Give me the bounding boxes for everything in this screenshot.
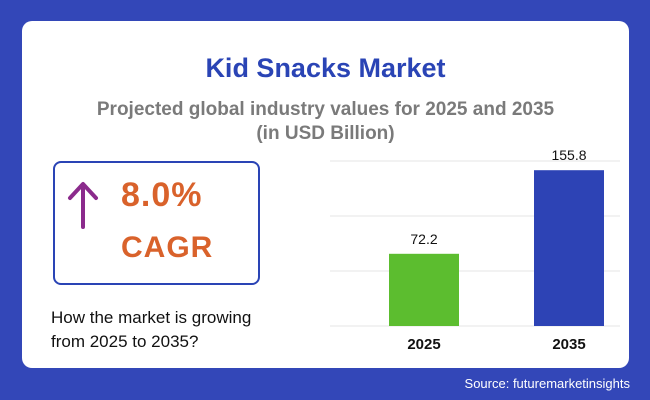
data-label-2035: 155.8	[551, 147, 586, 163]
up-arrow-icon	[68, 182, 98, 229]
chart-title: Kid Snacks Market	[205, 53, 446, 83]
x-tick-label-2025: 2025	[407, 336, 440, 353]
data-label-2025: 72.2	[410, 231, 437, 247]
bar-2025	[389, 253, 459, 326]
growth-question-line-2: from 2025 to 2035?	[51, 332, 199, 351]
bar-chart: 72.2 2025 155.8 2035	[330, 147, 620, 353]
chart-subtitle: Projected global industry values for 202…	[22, 98, 629, 146]
source-note: Source: futuremarketinsights	[464, 376, 630, 391]
cagr-label: CAGR	[121, 231, 214, 264]
growth-question: How the market is growing from 2025 to 2…	[51, 306, 291, 354]
cagr-box: 8.0% CAGR	[53, 161, 260, 285]
subtitle-line-2: (in USD Billion)	[256, 123, 395, 144]
subtitle-line-1: Projected global industry values for 202…	[96, 99, 555, 120]
cagr-value: 8.0%	[121, 176, 203, 214]
bar-2035	[534, 170, 604, 326]
infographic-card: Kid Snacks Market Projected global indus…	[22, 21, 629, 368]
x-tick-label-2035: 2035	[552, 336, 585, 353]
growth-question-line-1: How the market is growing	[51, 308, 252, 327]
